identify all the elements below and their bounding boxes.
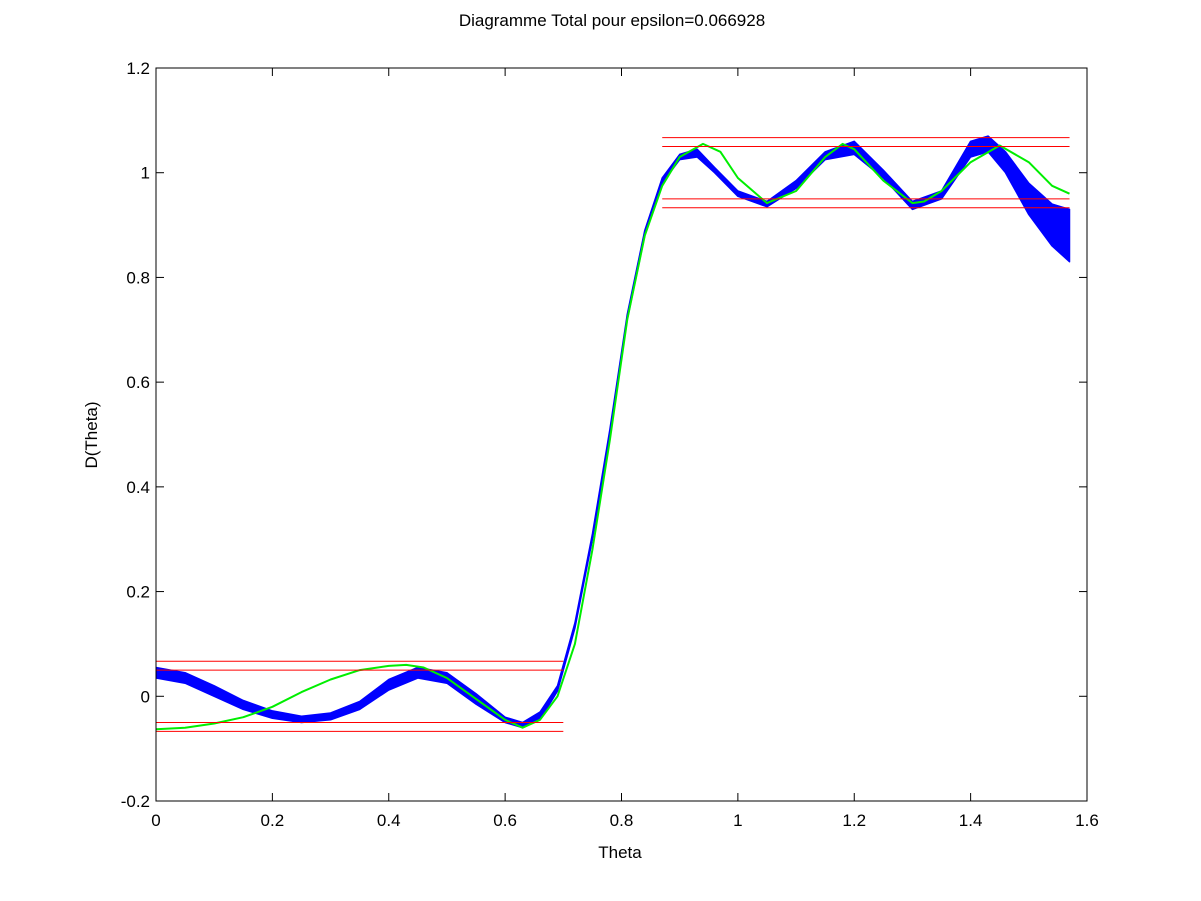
x-tick-label: 0.4 — [377, 811, 401, 830]
plot-area — [156, 135, 1071, 732]
x-tick-label: 1.6 — [1075, 811, 1099, 830]
y-tick-label: 0 — [141, 687, 150, 706]
x-tick-label: 1.2 — [842, 811, 866, 830]
y-tick-label: 0.8 — [126, 268, 150, 287]
x-tick-label: 1 — [733, 811, 742, 830]
x-tick-label: 0.6 — [493, 811, 517, 830]
axis-ticks: 0 0.2 0.4 0.6 0.8 1 1.2 1.4 1.6-0.200.20.40.60.8… — [121, 59, 1099, 830]
axes-frame — [155, 67, 1088, 802]
y-tick-label: 1.2 — [126, 59, 150, 78]
x-tick-label: 0.8 — [610, 811, 634, 830]
y-tick-label: 0.6 — [126, 373, 150, 392]
x-axis-label: Theta — [598, 843, 642, 862]
x-tick-label: 0.2 — [261, 811, 285, 830]
x-tick-label: 0 — [151, 811, 160, 830]
y-tick-label: 0.2 — [126, 583, 150, 602]
series-line-green — [156, 142, 1070, 731]
y-tick-label: 1 — [141, 164, 150, 183]
y-tick-label: 0.4 — [126, 478, 150, 497]
x-tick-label: 1.4 — [959, 811, 983, 830]
y-axis-label: D(Theta) — [82, 401, 101, 468]
y-tick-label: -0.2 — [121, 792, 150, 811]
chart-title: Diagramme Total pour epsilon=0.066928 — [459, 11, 765, 30]
